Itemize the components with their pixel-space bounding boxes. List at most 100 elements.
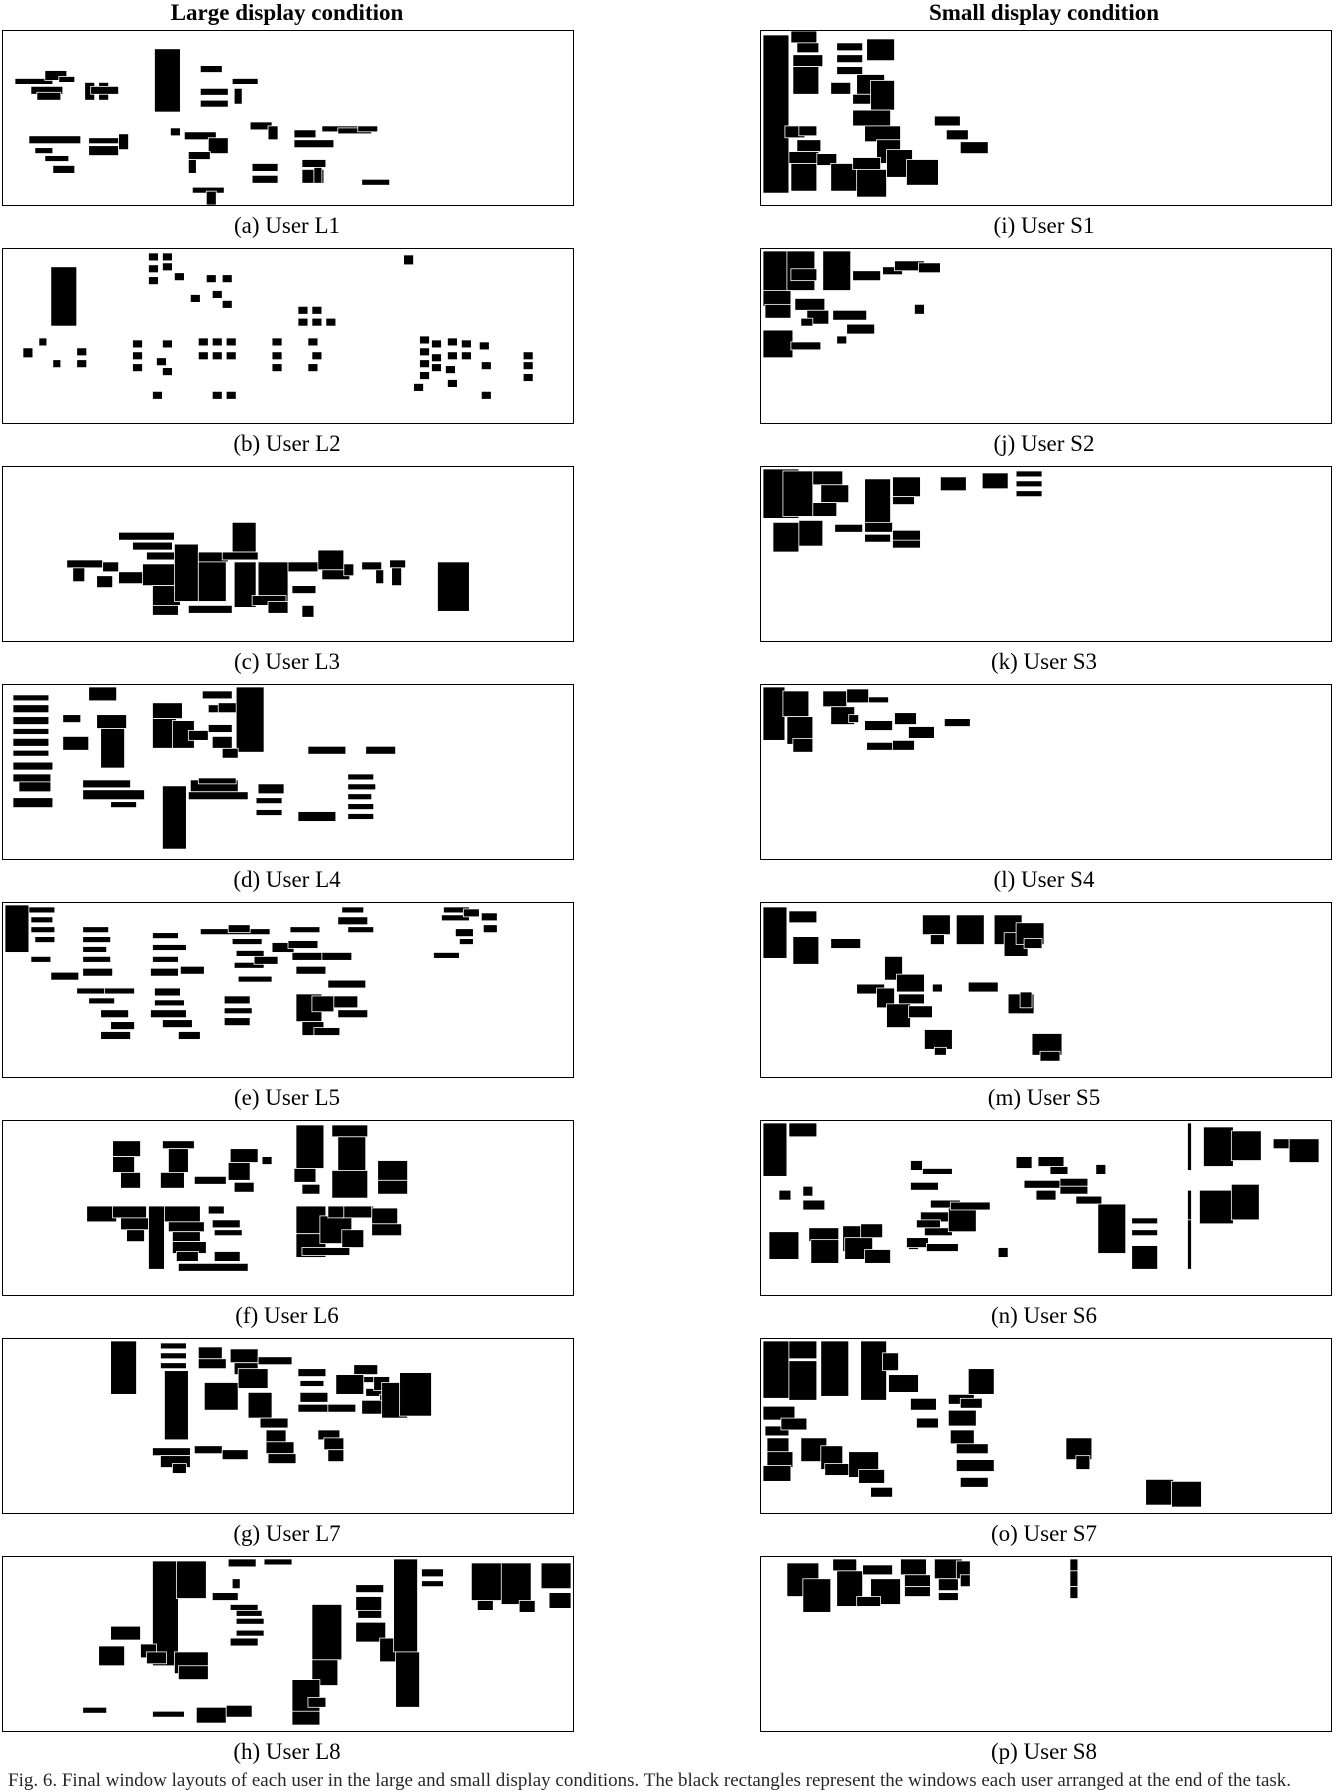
window-rectangle [876,987,895,1009]
window-rectangle [211,390,223,400]
window-rectangle [1019,991,1033,1009]
window-rectangle [337,1136,367,1171]
window-rectangle [233,87,243,105]
window-rectangle [421,1568,444,1578]
window-rectangle [377,1160,408,1181]
window-rectangle [353,1364,379,1375]
window-rectangle [148,1205,165,1270]
window-rectangle [110,1340,137,1395]
window-rectangle [52,359,62,369]
window-rectangle [918,262,941,274]
window-rectangle [183,131,217,141]
window-rectangle [311,317,323,327]
window-rectangle [480,912,498,922]
window-rectangle [34,936,56,943]
window-rectangle [522,351,534,361]
window-rectangle [261,1156,273,1165]
window-rectangle [331,1170,369,1199]
window-layout-diagram [86,1124,408,1272]
window-rectangle [788,1122,818,1138]
window-rectangle [518,1600,536,1613]
window-rectangle [199,99,229,108]
window-rectangle [255,797,283,805]
window-rectangle [762,686,786,741]
window-rectangle [235,686,265,753]
window-rectangle [297,317,309,327]
window-rectangle [162,252,173,262]
window-rectangle [295,1124,325,1169]
window-rectangle [904,1586,931,1597]
window-rectangle [223,1007,253,1015]
window-rectangle [955,1443,989,1455]
window-rectangle [50,266,78,327]
window-rectangle [160,1352,187,1360]
window-rectangle [12,797,54,808]
window-rectangle [393,1558,418,1653]
window-rectangle [355,1621,387,1643]
window-rectangle [211,290,223,299]
window-rectangle [50,971,80,981]
window-rectangle [247,1391,273,1419]
window-rectangle [361,178,391,186]
window-rectangle [922,1168,953,1175]
window-rectangle [223,1017,251,1026]
window-rectangle [433,952,460,959]
window-rectangle [221,1449,249,1461]
window-rectangle [104,987,135,995]
window-rectangle [900,1558,927,1576]
window-rectangle [152,390,163,400]
window-rectangle [168,1148,189,1173]
window-rectangle [347,803,375,810]
window-rectangle [914,303,925,315]
window-rectangle [259,1417,289,1429]
window-rectangle [12,716,50,725]
window-rectangle [311,351,323,361]
window-layout-diagram [22,252,534,400]
window-rectangle [333,995,359,1009]
window-rectangle [947,1207,977,1233]
window-rectangle [12,704,50,714]
window-rectangle [864,533,891,543]
window-rectangle [12,761,54,771]
window-rectangle [858,1469,885,1484]
window-rectangle [142,563,175,587]
window-rectangle [175,1251,199,1262]
window-rectangle [790,268,818,282]
caption-s6: (n) User S6 [990,1303,1098,1328]
window-rectangle [96,575,114,589]
window-rectangle [150,967,179,977]
window-rectangle [870,80,895,111]
layout-panel-s2 [760,248,1332,424]
window-rectangle [371,1223,402,1237]
window-rectangle [293,1168,317,1183]
window-rectangle [38,337,48,347]
layout-panel-s8 [760,1556,1332,1732]
window-rectangle [782,470,814,517]
window-rectangle [1015,1156,1033,1169]
window-rectangle [229,1637,259,1647]
window-rectangle [231,521,257,553]
window-rectangle [82,789,145,801]
window-rectangle [949,1429,975,1445]
window-rectangle [421,1580,444,1588]
window-rectangle [231,938,263,945]
window-rectangle [1035,1189,1057,1201]
window-rectangle [794,298,826,311]
window-rectangle [207,1205,225,1215]
window-rectangle [1288,1138,1320,1163]
window-rectangle [930,934,945,945]
window-rectangle [419,335,430,345]
window-rectangle [271,363,283,372]
window-rectangle [175,1560,207,1599]
window-rectangle [764,303,792,319]
window-rectangle [357,1609,383,1619]
window-rectangle [76,987,108,995]
window-rectangle [30,955,52,963]
window-rectangle [762,1122,788,1177]
window-rectangle [365,745,397,755]
window-rectangle [152,702,183,720]
window-rectangle [255,809,283,816]
caption-l7: (g) User L7 [233,1521,341,1546]
window-layout-diagram [762,468,1043,553]
window-rectangle [52,165,76,174]
